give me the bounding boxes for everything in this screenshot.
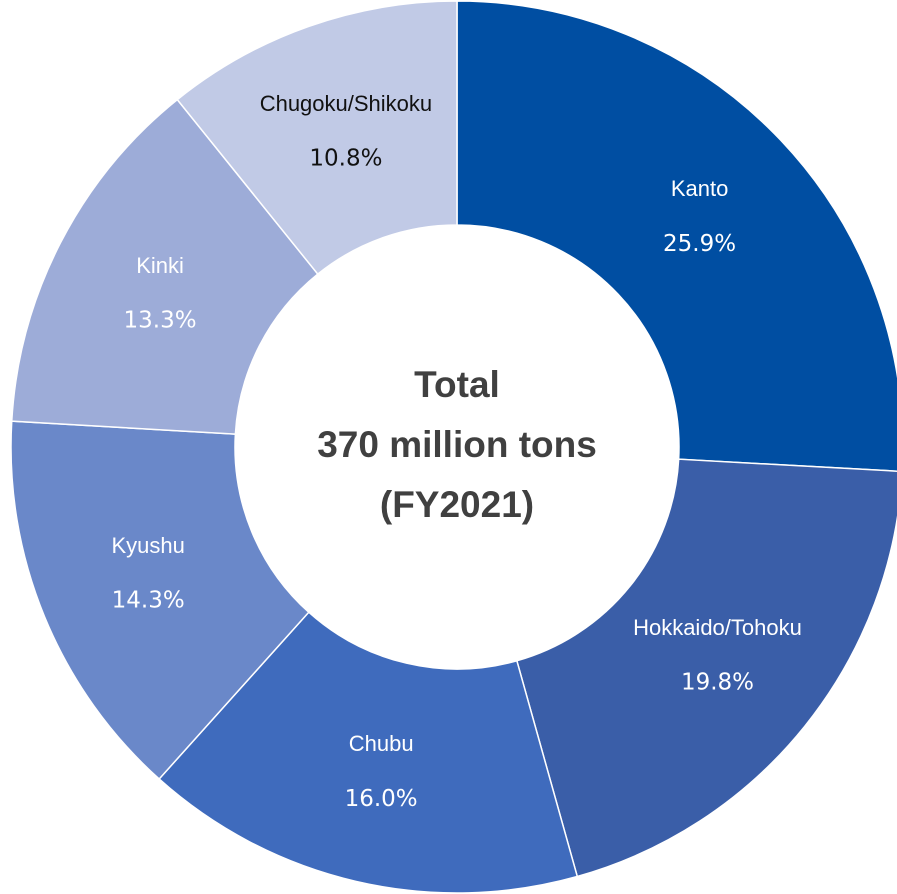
center-text: (FY2021) xyxy=(380,484,534,525)
slice-value: 16.0% xyxy=(345,786,418,812)
center-text: 370 million tons xyxy=(317,424,597,465)
slice-name: Chubu xyxy=(349,731,414,756)
donut-slice xyxy=(456,0,897,472)
slice-value: 14.3% xyxy=(112,588,185,614)
slice-value: 13.3% xyxy=(124,308,197,334)
center-text: Total xyxy=(414,364,500,405)
slice-name: Kinki xyxy=(136,253,184,278)
slice-name: Kanto xyxy=(671,176,729,201)
slice-value: 19.8% xyxy=(681,670,754,696)
donut-slice xyxy=(515,458,897,878)
slice-value: 10.8% xyxy=(309,146,382,172)
donut-slice xyxy=(10,98,319,435)
slice-name: Hokkaido/Tohoku xyxy=(633,615,802,640)
donut-slice xyxy=(176,0,458,276)
donut-slice xyxy=(10,420,310,781)
slice-name: Kyushu xyxy=(111,533,184,558)
slice-value: 25.9% xyxy=(663,231,736,257)
donut-slice xyxy=(158,611,579,894)
slice-name: Chugoku/Shikoku xyxy=(260,91,432,116)
